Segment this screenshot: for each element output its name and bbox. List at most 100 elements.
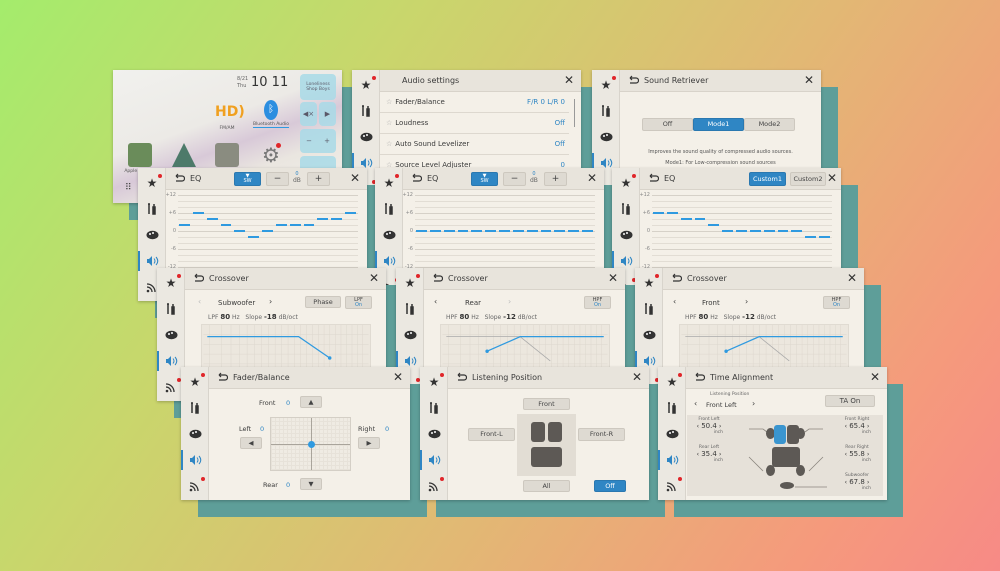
tools-icon[interactable] <box>381 201 397 217</box>
palette-icon[interactable] <box>402 327 418 343</box>
eq-band-bar[interactable] <box>262 230 273 232</box>
eq-band-bar[interactable] <box>653 212 664 214</box>
eq-band-bar[interactable] <box>526 230 538 232</box>
star-icon[interactable]: ★ <box>402 274 420 291</box>
close-icon[interactable]: ✕ <box>392 370 403 384</box>
close-icon[interactable]: ✕ <box>607 271 618 285</box>
star-icon[interactable]: ★ <box>641 274 659 291</box>
play-button[interactable]: ▶ <box>319 102 336 126</box>
scrollbar[interactable] <box>574 99 575 127</box>
eq-band-bar[interactable] <box>540 230 552 232</box>
volume-control[interactable]: − + <box>300 129 336 153</box>
wireless-icon[interactable] <box>187 477 205 494</box>
hpf-toggle[interactable]: HPF On <box>584 296 611 309</box>
next-speaker-icon[interactable]: › <box>269 297 273 306</box>
front-left-button[interactable]: Front-L <box>468 428 515 441</box>
app-grid-icon[interactable]: ⠿ <box>125 183 132 193</box>
speaker-icon[interactable] <box>658 450 680 470</box>
eq-band-bar[interactable] <box>666 212 678 214</box>
eq-band-bar[interactable] <box>429 230 441 232</box>
eq-band-bar[interactable] <box>749 230 761 232</box>
tools-icon[interactable] <box>598 103 614 119</box>
eq-band-bar[interactable] <box>777 230 789 232</box>
eq-band-bar[interactable] <box>443 230 455 232</box>
speaker-icon[interactable] <box>352 153 374 173</box>
close-icon[interactable]: ✕ <box>803 73 814 87</box>
star-icon[interactable]: ★ <box>426 373 444 390</box>
favorite-star-icon[interactable]: ☆ <box>386 140 393 148</box>
option-off[interactable]: Off <box>642 118 693 131</box>
level-plus-button[interactable]: + <box>544 172 567 186</box>
next-speaker-icon[interactable]: › <box>745 297 749 306</box>
star-icon[interactable]: ★ <box>187 373 205 390</box>
speaker-icon[interactable] <box>181 450 203 470</box>
wireless-icon[interactable] <box>163 378 181 395</box>
front-right-button[interactable]: Front-R <box>578 428 625 441</box>
eq-band-bar[interactable] <box>554 230 566 232</box>
eq-band-bar[interactable] <box>708 224 720 226</box>
palette-icon[interactable] <box>598 129 614 145</box>
eq-graph[interactable]: +12 +6 0 -6 -12 <box>639 192 832 270</box>
level-minus-button[interactable]: − <box>266 172 289 186</box>
palette-icon[interactable] <box>426 426 442 442</box>
palette-icon[interactable] <box>144 227 160 243</box>
eq-band-bar[interactable] <box>317 218 329 220</box>
level-minus-button[interactable]: − <box>503 172 526 186</box>
palette-icon[interactable] <box>618 227 634 243</box>
eq-band-bar[interactable] <box>791 230 803 232</box>
wireless-icon[interactable] <box>426 477 444 494</box>
palette-icon[interactable] <box>664 426 680 442</box>
eq-band-bar[interactable] <box>736 230 747 232</box>
close-icon[interactable]: ✕ <box>586 171 597 185</box>
speaker-icon[interactable] <box>375 251 397 271</box>
fader-balance-pad[interactable] <box>270 417 351 471</box>
star-icon[interactable]: ★ <box>618 174 636 191</box>
slope-handle[interactable] <box>485 349 489 353</box>
speaker-icon[interactable] <box>612 251 634 271</box>
star-icon[interactable]: ★ <box>358 76 376 93</box>
rear-left-distance[interactable]: Rear Left ‹ 35.4 › inch <box>689 445 729 463</box>
back-icon[interactable] <box>647 173 659 185</box>
tools-icon[interactable] <box>358 103 374 119</box>
eq-band-bar[interactable] <box>275 224 287 226</box>
eq-band-bar[interactable] <box>471 230 483 232</box>
speaker-icon[interactable] <box>420 450 442 470</box>
eq-band-bar[interactable] <box>345 212 356 214</box>
list-item-fader-balance[interactable]: ☆ Fader/Balance F/R 0 L/R 0 <box>380 92 569 113</box>
subwoofer-toggle[interactable]: ▼ SW <box>234 172 261 186</box>
slope-handle[interactable] <box>724 349 728 353</box>
balance-right-button[interactable]: ▶ <box>358 437 380 449</box>
favorite-star-icon[interactable]: ☆ <box>386 98 393 106</box>
level-plus-button[interactable]: + <box>307 172 330 186</box>
back-icon[interactable] <box>670 273 682 285</box>
palette-icon[interactable] <box>641 327 657 343</box>
eq-band-bar[interactable] <box>582 230 593 232</box>
off-button[interactable]: Off <box>594 480 626 492</box>
close-icon[interactable]: ✕ <box>349 171 360 185</box>
slope-handle[interactable] <box>327 356 332 360</box>
eq-band-bar[interactable] <box>192 212 204 214</box>
close-icon[interactable]: ✕ <box>368 271 379 285</box>
tools-icon[interactable] <box>402 301 418 317</box>
eq-band-bar[interactable] <box>694 218 706 220</box>
eq-band-bar[interactable] <box>206 218 218 220</box>
star-icon[interactable]: ★ <box>163 274 181 291</box>
eq-band-bar[interactable] <box>220 224 232 226</box>
next-speaker-icon[interactable]: › <box>508 297 512 306</box>
now-playing-tile[interactable]: Loneliness Shop Boys <box>300 74 336 100</box>
eq-band-bar[interactable] <box>680 218 692 220</box>
eq-band-bar[interactable] <box>722 230 734 232</box>
list-item-loudness[interactable]: ☆ Loudness Off <box>380 113 569 134</box>
palette-icon[interactable] <box>163 327 179 343</box>
eq-band-bar[interactable] <box>234 230 246 232</box>
mute-button[interactable]: ◀× <box>300 102 317 126</box>
lpf-toggle[interactable]: LPF On <box>345 296 372 309</box>
close-icon[interactable]: ✕ <box>869 370 880 384</box>
close-icon[interactable]: ✕ <box>563 73 574 87</box>
star-icon[interactable]: ★ <box>664 373 682 390</box>
back-icon[interactable] <box>410 173 422 185</box>
preset-custom1[interactable]: Custom1 <box>749 172 786 186</box>
eq-band-bar[interactable] <box>805 236 817 238</box>
next-position-icon[interactable]: › <box>752 399 756 408</box>
palette-icon[interactable] <box>187 426 203 442</box>
